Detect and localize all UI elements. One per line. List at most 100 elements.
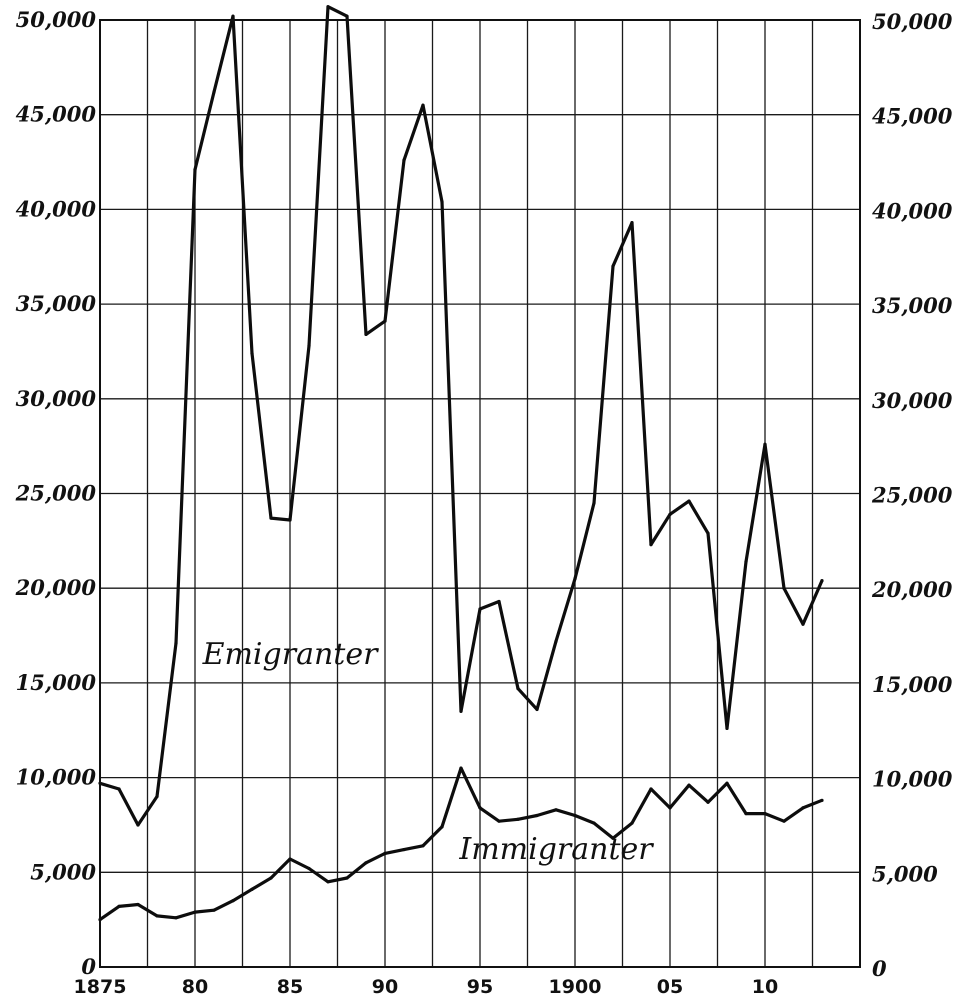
y-tick-label-left: 0 — [81, 954, 96, 979]
data-point-immigranter — [516, 817, 520, 821]
annotations: Emigranter Immigranter — [202, 637, 655, 867]
data-point-emigranter — [345, 14, 349, 18]
data-point-immigranter — [725, 781, 729, 785]
data-point-immigranter — [155, 914, 159, 918]
data-point-emigranter — [402, 158, 406, 162]
data-point-emigranter — [516, 686, 520, 691]
y-tick-label-left: 40,000 — [16, 196, 97, 221]
series-layer — [98, 5, 824, 922]
data-point-emigranter — [307, 344, 311, 348]
data-point-emigranter — [706, 531, 710, 535]
data-point-emigranter — [326, 5, 330, 9]
data-point-emigranter — [440, 200, 444, 204]
data-point-emigranter — [725, 726, 729, 730]
data-point-immigranter — [573, 813, 577, 818]
x-tick-label: 95 — [467, 976, 493, 997]
y-tick-label-left: 5,000 — [30, 859, 96, 884]
data-point-emigranter — [250, 351, 254, 355]
data-point-immigranter — [706, 800, 710, 804]
data-point-emigranter — [364, 332, 368, 337]
data-point-emigranter — [782, 586, 786, 590]
y-tick-label-left: 25,000 — [15, 481, 97, 506]
data-point-immigranter — [630, 821, 634, 825]
data-point-emigranter — [820, 579, 824, 583]
data-point-immigranter — [421, 844, 425, 848]
data-point-immigranter — [288, 857, 292, 861]
y-tick-label-left: 45,000 — [16, 102, 97, 127]
data-point-emigranter — [668, 512, 672, 516]
data-point-emigranter — [136, 823, 140, 827]
data-point-emigranter — [611, 264, 615, 268]
data-point-emigranter — [421, 103, 425, 107]
data-point-emigranter — [630, 221, 634, 225]
data-point-immigranter — [440, 825, 444, 829]
data-point-immigranter — [136, 902, 140, 907]
data-point-immigranter — [364, 861, 368, 865]
data-point-immigranter — [250, 887, 254, 891]
x-tick-label: 10 — [752, 976, 778, 997]
data-point-immigranter — [402, 847, 406, 852]
data-point-immigranter — [668, 806, 672, 810]
data-point-emigranter — [573, 577, 577, 581]
data-point-immigranter — [117, 904, 121, 908]
plot-frame — [99, 19, 861, 968]
data-point-emigranter — [763, 442, 767, 446]
y-tick-label-right: 40,000 — [872, 198, 953, 223]
data-point-emigranter — [478, 607, 482, 611]
y-tick-label-right: 45,000 — [872, 104, 953, 129]
data-point-emigranter — [592, 501, 596, 505]
data-point-emigranter — [744, 560, 748, 564]
data-point-immigranter — [649, 787, 653, 791]
y-tick-label-left: 50,000 — [16, 7, 97, 32]
data-point-emigranter — [174, 641, 178, 645]
data-point-emigranter — [155, 794, 159, 799]
data-point-immigranter — [687, 783, 691, 787]
data-point-immigranter — [231, 899, 235, 903]
series-annotation-emigranter: Emigranter — [202, 637, 380, 672]
y-tick-label-right: 5,000 — [872, 861, 938, 886]
data-point-immigranter — [478, 806, 482, 810]
data-point-emigranter — [687, 499, 691, 503]
data-point-immigranter — [459, 766, 463, 770]
x-tick-label: 05 — [657, 976, 683, 997]
series-annotation-immigranter: Immigranter — [458, 832, 654, 867]
data-point-emigranter — [535, 707, 539, 712]
data-point-emigranter — [212, 90, 216, 94]
data-point-immigranter — [174, 916, 178, 920]
y-tick-label-right: 50,000 — [872, 9, 953, 34]
data-point-immigranter — [326, 880, 330, 884]
data-point-immigranter — [193, 910, 197, 914]
y-tick-label-left: 30,000 — [16, 386, 97, 411]
data-point-immigranter — [801, 806, 805, 810]
y-tick-label-right: 30,000 — [872, 388, 953, 413]
data-point-immigranter — [782, 819, 786, 823]
x-tick-label: 1875 — [74, 976, 127, 997]
data-point-emigranter — [801, 622, 805, 626]
data-point-immigranter — [820, 798, 824, 802]
y-tick-label-left: 20,000 — [15, 575, 97, 600]
data-point-immigranter — [269, 876, 273, 880]
data-point-immigranter — [535, 813, 539, 818]
y-tick-label-left: 35,000 — [16, 291, 97, 316]
data-point-immigranter — [212, 908, 216, 912]
data-point-emigranter — [497, 599, 501, 604]
y-tick-label-right: 10,000 — [872, 767, 953, 792]
x-tick-label: 85 — [277, 976, 303, 997]
data-point-emigranter — [554, 639, 558, 643]
data-point-immigranter — [307, 866, 311, 871]
x-tick-label: 80 — [182, 976, 208, 997]
data-point-immigranter — [744, 811, 748, 816]
data-point-emigranter — [383, 319, 387, 323]
data-point-emigranter — [649, 543, 653, 547]
data-point-emigranter — [288, 518, 292, 522]
x-tick-label: 90 — [372, 976, 398, 997]
y-tick-label-left: 15,000 — [16, 670, 97, 695]
data-point-immigranter — [763, 811, 767, 816]
data-point-immigranter — [611, 836, 615, 840]
x-tick-label: 1900 — [549, 976, 602, 997]
series-line-emigranter — [99, 5, 824, 827]
data-point-emigranter — [231, 14, 235, 18]
data-point-emigranter — [459, 709, 463, 713]
y-tick-label-right: 35,000 — [872, 293, 953, 318]
